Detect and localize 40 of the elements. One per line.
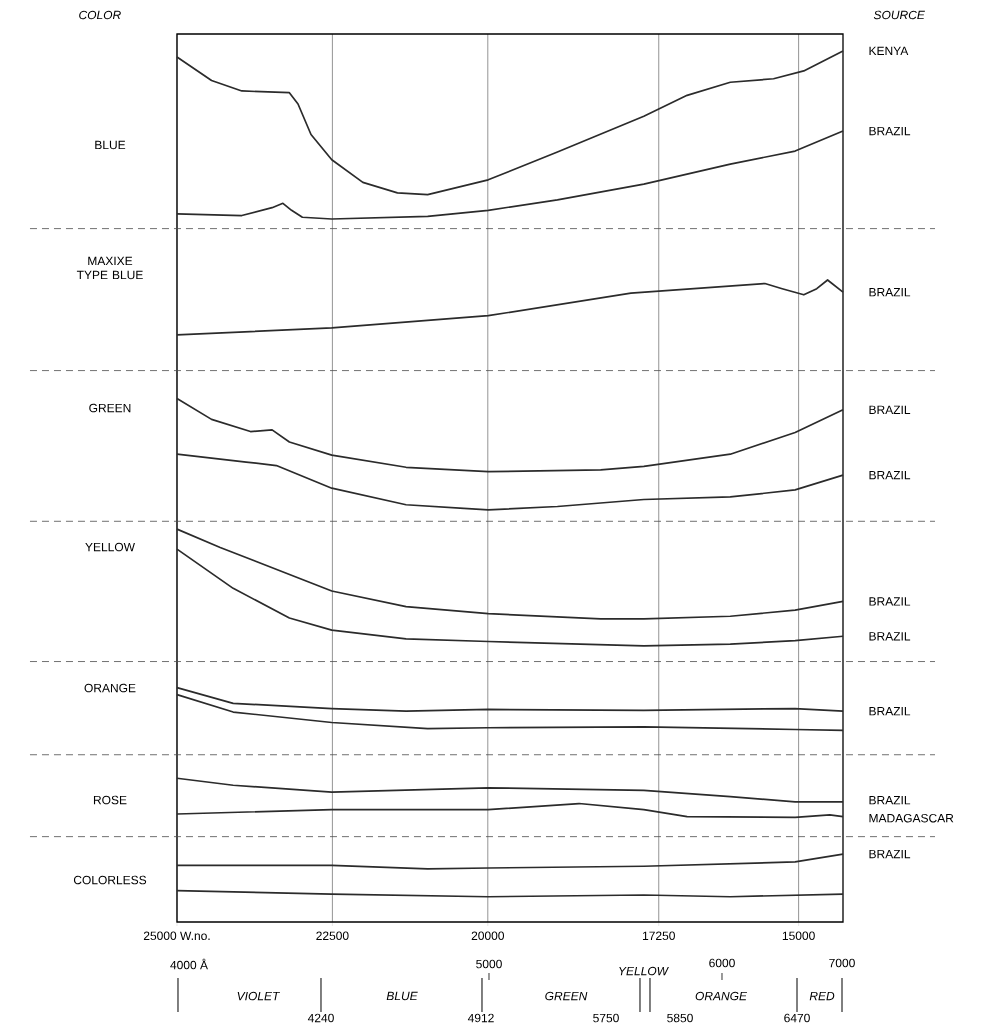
text: BLUE <box>95 140 126 150</box>
text: 5850 <box>667 1013 693 1023</box>
text: BRAZIL <box>869 796 911 805</box>
x-tick-label: 20000 <box>471 931 505 941</box>
text: 6470 <box>784 1013 810 1023</box>
text: BRAZIL <box>869 126 911 136</box>
text: BLUE <box>386 991 418 1001</box>
text: SOURCE <box>873 10 925 20</box>
text: ORANGE <box>695 991 748 1001</box>
text: YELLOW <box>619 966 669 976</box>
text: YELLOW <box>85 542 135 552</box>
text: VIOLET <box>237 991 281 1001</box>
text: ORANGE <box>84 683 136 693</box>
text: BRAZIL <box>869 707 911 716</box>
text: BRAZIL <box>869 597 911 606</box>
text: BRAZIL <box>869 632 911 641</box>
text: GREEN <box>545 991 588 1001</box>
text: ROSE <box>93 795 127 805</box>
text: 4000 Å <box>170 958 208 970</box>
text: COLORLESS <box>73 875 147 885</box>
text: GREEN <box>89 403 131 413</box>
x-tick-label: 22500 <box>316 931 349 941</box>
text: BRAZIL <box>869 849 911 859</box>
text: BRAZIL <box>869 288 911 297</box>
text: 4912 <box>467 1013 494 1023</box>
text: 5750 <box>593 1013 619 1023</box>
text: 7000 <box>829 958 855 968</box>
text: COLOR <box>79 10 121 20</box>
text: 5000 <box>476 959 502 969</box>
x-tick-label: 15000 <box>782 931 815 941</box>
text: RED <box>809 991 835 1001</box>
text: BRAZIL <box>869 405 911 414</box>
text: 6000 <box>709 958 735 968</box>
x-tick-label: 25000 W.no. <box>143 931 210 941</box>
text: KENYA <box>869 46 909 56</box>
text: MADAGASCAR <box>869 813 954 823</box>
text: MAXIXE TYPE BLUE <box>76 256 143 280</box>
x-tick-label: 17250 <box>642 931 675 941</box>
text: 4240 <box>307 1013 334 1023</box>
text: BRAZIL <box>869 471 911 480</box>
